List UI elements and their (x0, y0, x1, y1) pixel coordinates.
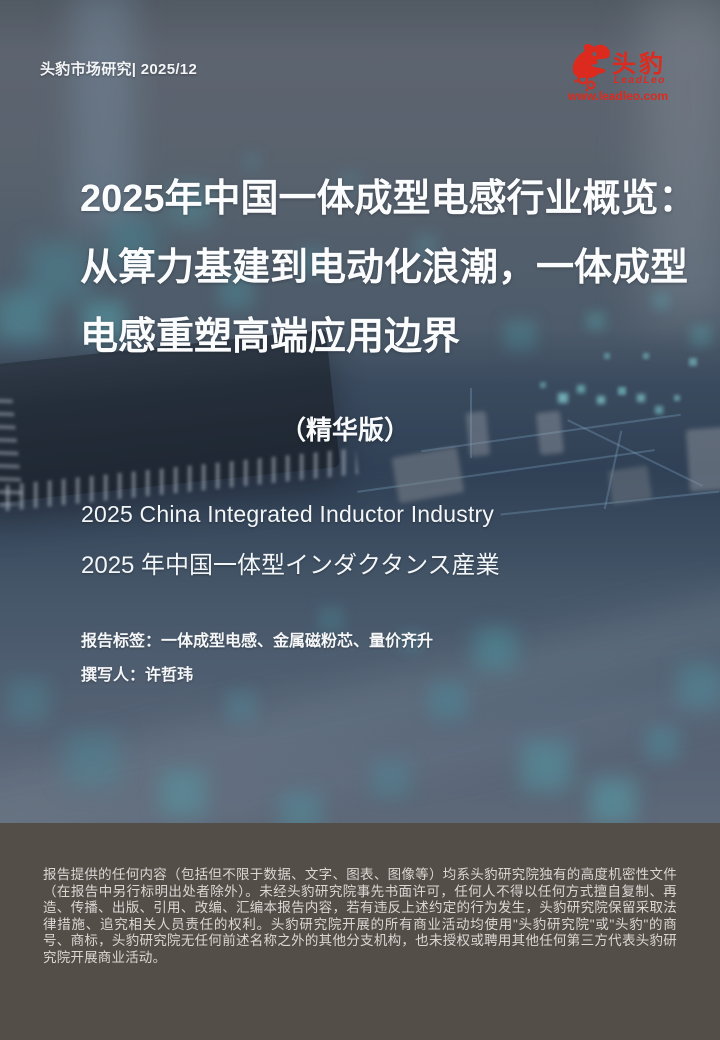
leadleo-logo: 头豹 LeadLeo www.leadleo.com (567, 40, 669, 104)
report-title: 2025年中国一体成型电感行业概览： 从算力基建到电动化浪潮，一体成型 电感重塑… (80, 165, 720, 372)
subtitle-japanese: 2025 年中国一体型インダクタンス産業 (81, 552, 500, 579)
edition-label: （精华版） (279, 415, 410, 445)
report-title-line-1: 2025年中国一体成型电感行业概览： (80, 178, 697, 220)
report-title-line-3: 电感重塑高端应用边界 (80, 316, 461, 358)
background-circuit-trace (470, 388, 472, 458)
disclaimer-band: 报告提供的任何内容（包括但不限于数据、文字、图表、图像等）均系头豹研究院独有的高… (0, 823, 720, 1040)
logo-website-link[interactable]: www.leadleo.com (567, 89, 669, 103)
subtitle-english: 2025 China Integrated Inductor Industry (81, 501, 495, 527)
report-author: 撰写人：许哲玮 (81, 667, 194, 684)
leopard-head-icon (570, 41, 610, 92)
disclaimer-text: 报告提供的任何内容（包括但不限于数据、文字、图表、图像等）均系头豹研究院独有的高… (43, 867, 677, 965)
logo-brand-en: LeadLeo (613, 75, 666, 86)
logo-brand-cn: 头豹 (612, 51, 666, 78)
report-title-line-2: 从算力基建到电动化浪潮，一体成型 (80, 247, 689, 289)
report-tags: 报告标签：一体成型电感、金属磁粉芯、量价齐升 (81, 633, 434, 650)
publication-label: 头豹市场研究| 2025/12 (40, 61, 198, 78)
